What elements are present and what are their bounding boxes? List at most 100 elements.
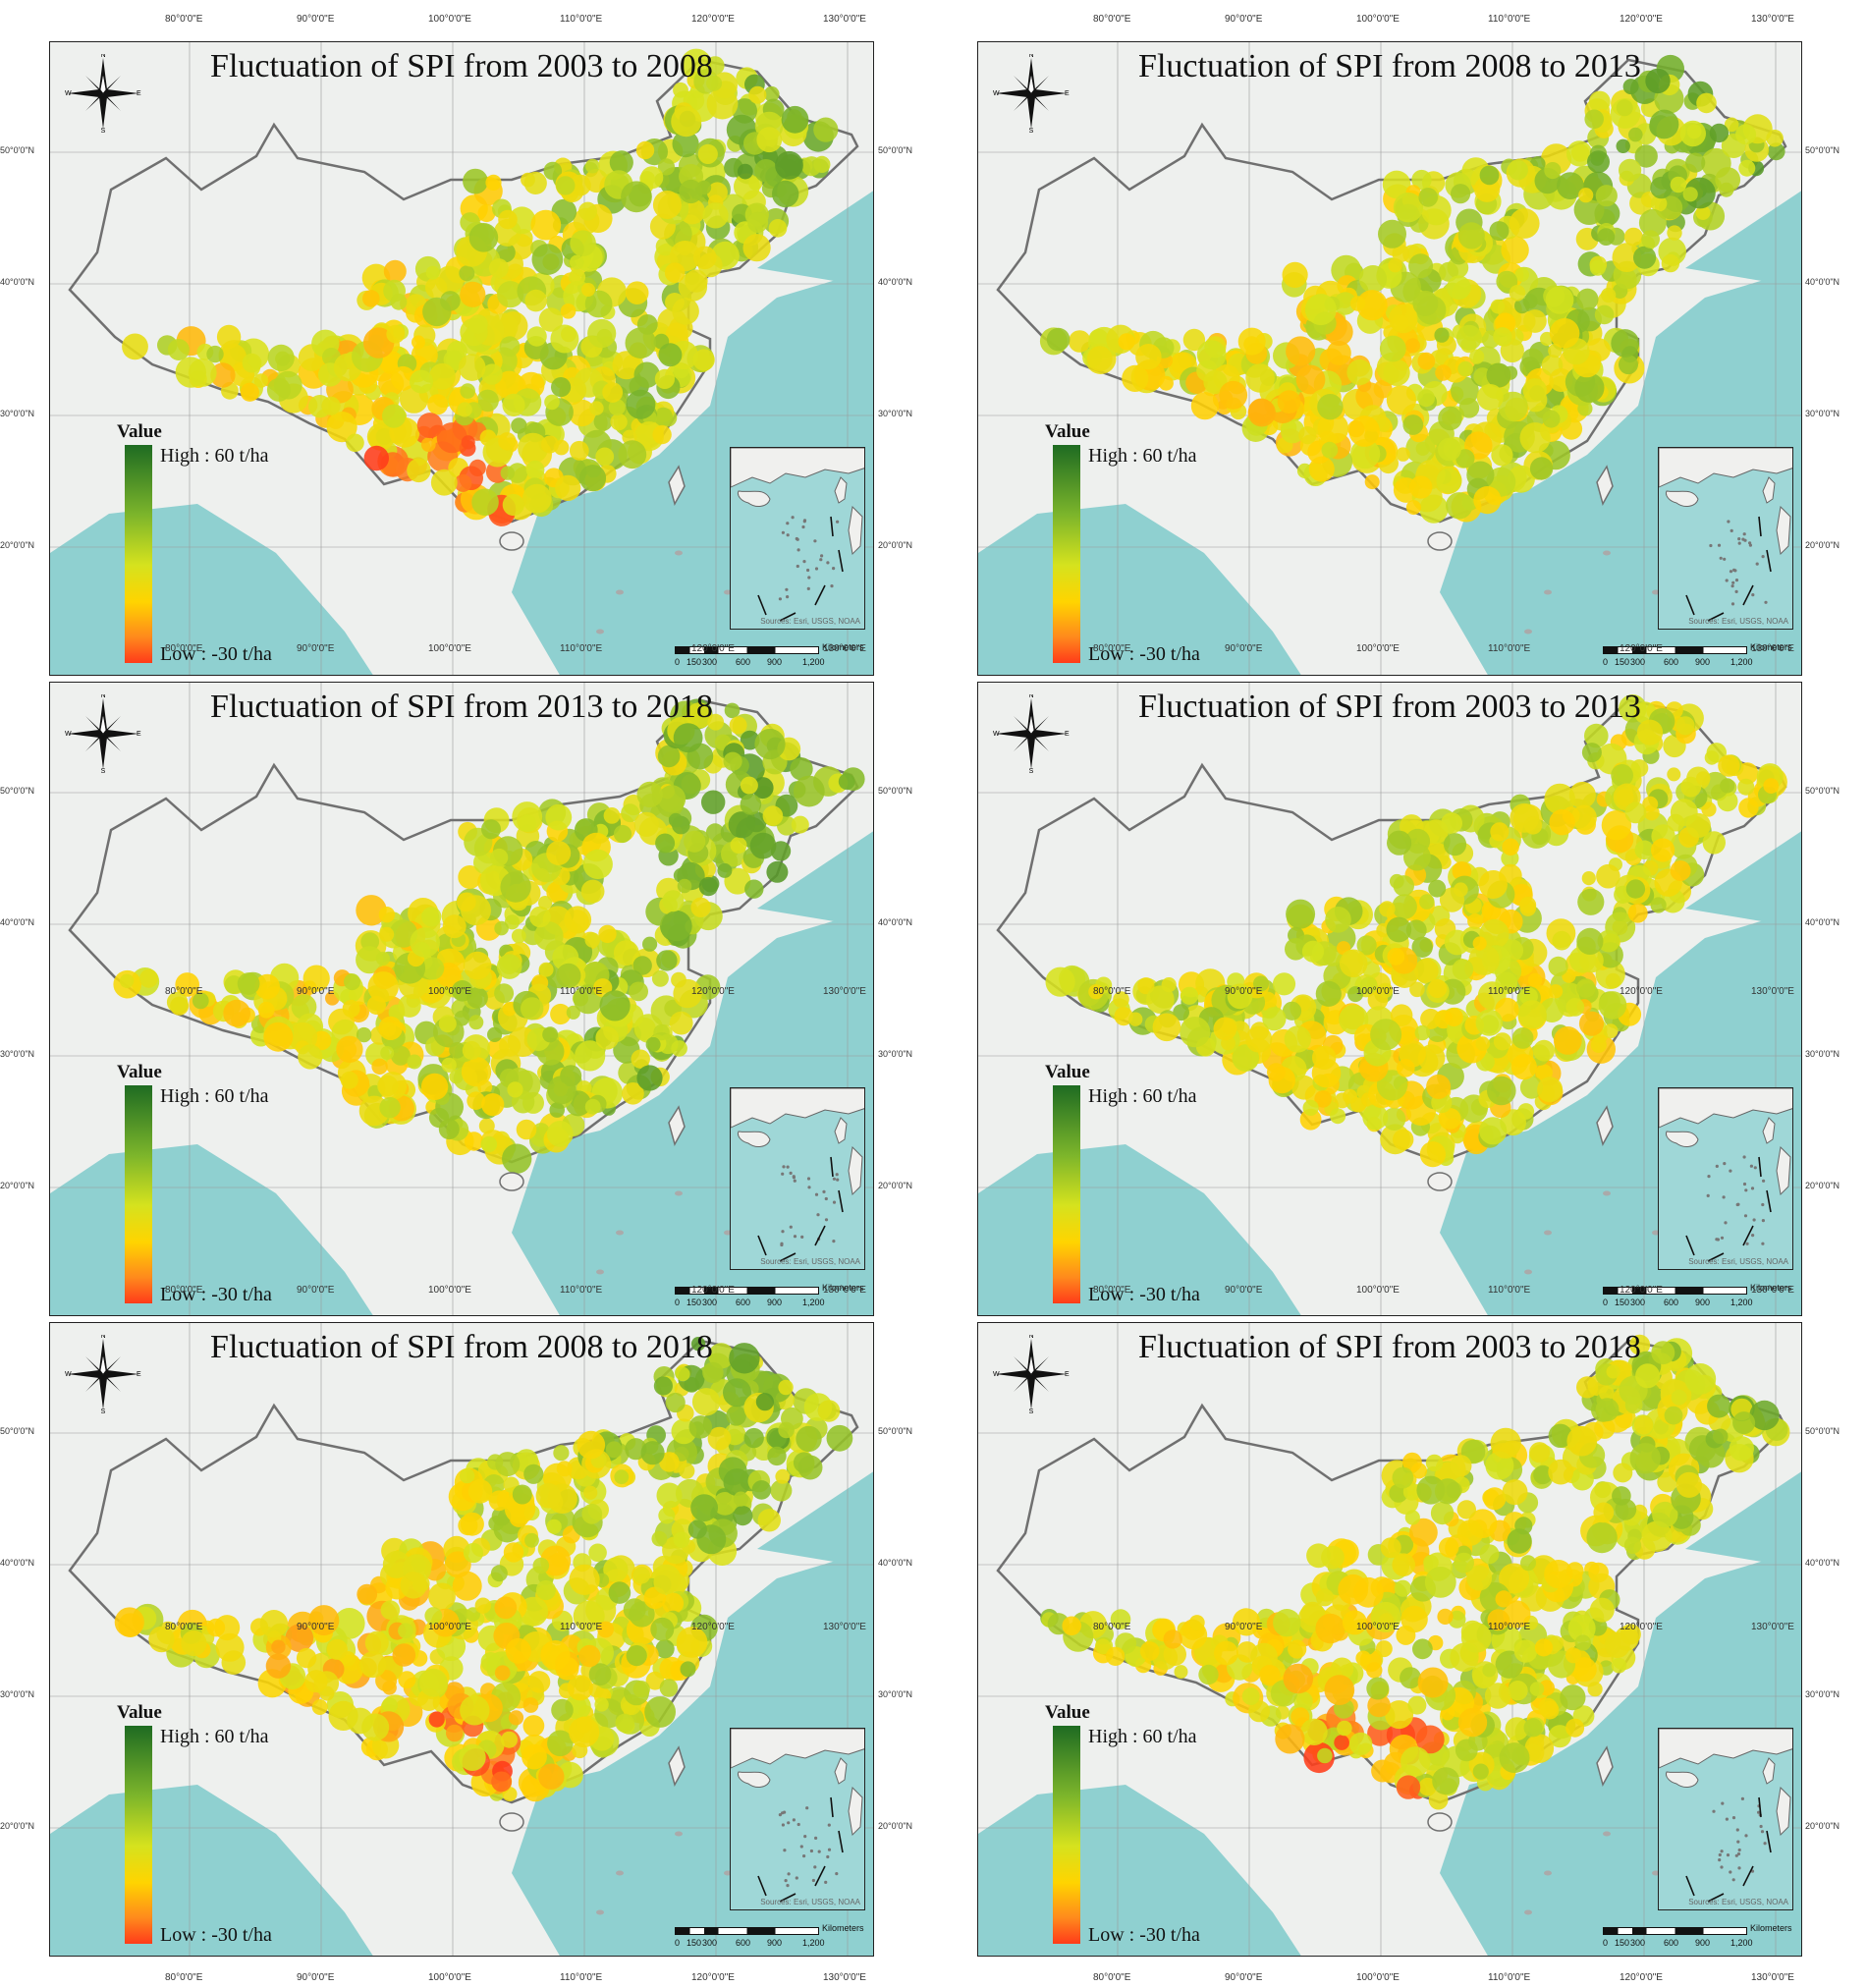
- latitude-label: 20°0'0"N: [0, 540, 35, 550]
- spi-patch: [1715, 167, 1741, 193]
- inset-island: [796, 537, 799, 541]
- spi-patch: [1594, 304, 1615, 325]
- spi-patch: [1419, 894, 1435, 910]
- inset-source-text: Sources: Esri, USGS, NOAA: [1688, 1898, 1788, 1906]
- spi-patch: [462, 1041, 481, 1060]
- inset-island: [1735, 1202, 1739, 1207]
- spi-patch: [1493, 1032, 1511, 1051]
- latitude-label: 20°0'0"N: [0, 1181, 35, 1190]
- longitude-label: 110°0'0"E: [1488, 1622, 1531, 1632]
- spi-patch: [1533, 1039, 1555, 1062]
- spi-patch: [743, 1427, 764, 1449]
- longitude-label: 90°0'0"E: [1225, 1622, 1263, 1632]
- inset-island: [1761, 1242, 1765, 1245]
- spi-patch: [1534, 1638, 1553, 1657]
- longitude-label: 80°0'0"E: [1093, 1285, 1131, 1296]
- spi-patch: [468, 223, 499, 252]
- longitude-label: 100°0'0"E: [428, 1285, 471, 1296]
- spi-patch: [495, 243, 516, 263]
- spi-patch: [713, 1492, 738, 1516]
- spi-patch: [364, 1630, 389, 1655]
- spi-patch: [1581, 871, 1596, 886]
- south-china-sea-inset: Sources: Esri, USGS, NOAA: [730, 1728, 865, 1910]
- spi-patch: [522, 1697, 539, 1713]
- spi-patch: [677, 878, 692, 894]
- island: [1544, 1230, 1552, 1236]
- scale-tick-label: 1,200: [802, 1298, 825, 1307]
- spi-patch: [488, 258, 509, 279]
- spi-patch: [751, 1480, 772, 1500]
- inset-source-text: Sources: Esri, USGS, NOAA: [1688, 1257, 1788, 1266]
- spi-patch: [1670, 176, 1687, 193]
- latitude-label: 40°0'0"N: [0, 917, 35, 927]
- spi-patch: [502, 493, 524, 517]
- inset-island: [1734, 589, 1738, 593]
- spi-patch: [653, 1376, 674, 1396]
- spi-patch: [1538, 1697, 1558, 1718]
- spi-patch: [1552, 930, 1571, 951]
- scale-bar-ticks: 0 150 300 600 900 1,200: [675, 1938, 871, 1950]
- spi-patch: [578, 1644, 601, 1668]
- island: [1544, 589, 1552, 595]
- spi-patch: [740, 794, 762, 815]
- spi-patch: [1667, 767, 1681, 782]
- spi-patch: [507, 1081, 523, 1098]
- spi-patch: [1273, 1609, 1301, 1637]
- spi-patch: [1286, 899, 1316, 929]
- inset-island: [793, 1179, 796, 1183]
- spi-patch: [645, 1671, 665, 1690]
- compass-s: S: [101, 768, 106, 773]
- spi-patch: [526, 326, 547, 347]
- spi-patch: [1359, 976, 1378, 994]
- legend-title: Value: [117, 421, 162, 442]
- scale-bar-ticks: 0 150 300 600 900 1,200: [1603, 1938, 1799, 1950]
- spi-patch: [1645, 68, 1671, 94]
- spi-patch: [582, 849, 613, 879]
- spi-patch: [602, 382, 624, 403]
- spi-patch: [1248, 1700, 1271, 1723]
- spi-patch: [555, 1656, 579, 1681]
- spi-patch: [1110, 1609, 1131, 1629]
- spi-patch: [690, 1337, 706, 1352]
- spi-patch: [1523, 1718, 1543, 1738]
- spi-patch: [1379, 1613, 1394, 1628]
- spi-patch: [1487, 1076, 1516, 1106]
- spi-patch: [1343, 1088, 1357, 1104]
- inset-island: [814, 567, 819, 571]
- spi-patch: [390, 1045, 411, 1066]
- spi-patch: [1661, 253, 1680, 273]
- inset-island: [1724, 1221, 1728, 1225]
- inset-island: [786, 533, 790, 537]
- spi-patch: [527, 1671, 551, 1693]
- spi-patch: [578, 465, 607, 492]
- spi-patch: [400, 1572, 427, 1599]
- spi-patch: [490, 848, 509, 867]
- compass-e: E: [137, 90, 141, 97]
- sea-area: [757, 831, 873, 928]
- spi-patch: [263, 1022, 294, 1052]
- compass-s: S: [101, 1408, 106, 1413]
- spi-patch: [1402, 1452, 1422, 1472]
- spi-patch: [556, 1461, 573, 1477]
- spi-patch: [608, 1581, 631, 1604]
- latitude-label: 20°0'0"N: [1805, 1821, 1840, 1831]
- spi-patch: [1473, 486, 1502, 515]
- scale-tick-label: 1,200: [802, 657, 825, 667]
- scale-tick-label: 300: [702, 1938, 718, 1948]
- spi-patch: [298, 1044, 323, 1070]
- inset-island: [1729, 570, 1733, 574]
- spi-patch: [467, 1091, 485, 1110]
- compass-s: S: [101, 128, 106, 133]
- latitude-label: 50°0'0"N: [0, 786, 35, 796]
- spi-patch: [1366, 1662, 1383, 1679]
- north-arrow-icon: N S W E: [65, 54, 141, 133]
- spi-patch: [706, 75, 723, 91]
- spi-patch: [744, 879, 764, 899]
- spi-patch: [166, 991, 189, 1014]
- spi-patch: [1623, 1536, 1642, 1554]
- spi-patch: [1612, 243, 1642, 272]
- spi-patch: [737, 163, 753, 180]
- spi-patch: [478, 1118, 495, 1134]
- island: [1603, 1190, 1611, 1196]
- scale-tick-label: 900: [767, 657, 783, 667]
